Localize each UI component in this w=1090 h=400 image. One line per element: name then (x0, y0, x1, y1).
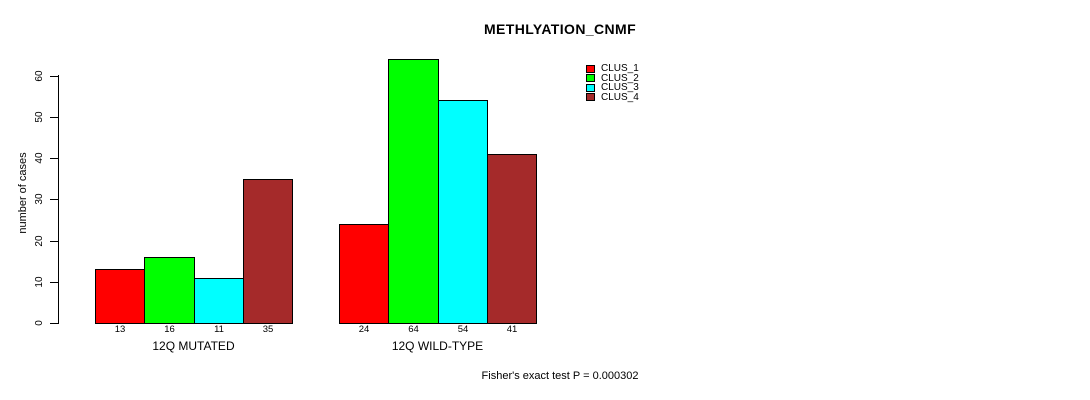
category-label-2: 12Q WILD-TYPE (391, 339, 484, 353)
y-tick-mark (50, 199, 58, 200)
legend-label: CLUS_3 (601, 82, 639, 93)
bar-clus_4-1 (243, 179, 293, 324)
chart-title: METHLYATION_CNMF (483, 21, 637, 37)
bar-value-label: 24 (358, 324, 370, 335)
y-tick-mark (50, 158, 58, 159)
bar-value-label: 11 (214, 324, 224, 335)
legend: CLUS_1 CLUS_2 CLUS_3 CLUS_4 (586, 64, 639, 102)
y-tick-label: 0 (34, 320, 45, 326)
legend-label: CLUS_4 (601, 91, 639, 103)
category-label-1: 12Q MUTATED (152, 339, 235, 353)
y-axis-line (58, 75, 59, 324)
legend-label: CLUS_1 (601, 63, 639, 74)
y-tick-label: 10 (34, 276, 45, 288)
bar-clus_4-2 (487, 154, 537, 324)
y-tick-label: 40 (34, 152, 45, 164)
legend-swatch-clus_2 (586, 74, 595, 83)
bar-value-label: 41 (506, 324, 518, 335)
legend-row-clus_3: CLUS_3 (586, 83, 639, 93)
y-axis-label: number of cases (17, 152, 29, 234)
y-tick-mark (50, 241, 58, 242)
fisher-test-note: Fisher's exact test P = 0.000302 (481, 370, 639, 382)
bar-clus_3-2 (438, 100, 488, 324)
y-tick-mark (50, 117, 58, 118)
legend-label: CLUS_2 (601, 72, 639, 84)
bar-value-label: 13 (114, 324, 126, 335)
legend-row-clus_1: CLUS_1 (586, 64, 639, 74)
bar-clus_1-1 (95, 269, 145, 324)
legend-row-clus_2: CLUS_2 (586, 72, 639, 84)
bar-clus_2-1 (144, 257, 195, 324)
y-tick-mark (50, 323, 58, 324)
y-tick-mark (50, 282, 58, 283)
y-tick-label: 20 (34, 235, 45, 247)
y-tick-label: 50 (34, 111, 45, 123)
bar-value-label: 54 (457, 324, 469, 335)
bar-clus_1-2 (339, 224, 389, 324)
bar-clus_3-1 (194, 278, 244, 324)
legend-swatch-clus_3 (586, 83, 595, 92)
bar-value-label: 64 (408, 324, 419, 335)
bar-value-label: 16 (164, 324, 175, 335)
y-tick-label: 60 (34, 70, 45, 82)
legend-row-clus_4: CLUS_4 (586, 91, 639, 103)
bar-value-label: 35 (262, 324, 274, 335)
bar-clus_2-2 (388, 59, 439, 324)
legend-swatch-clus_4 (586, 93, 595, 102)
legend-swatch-clus_1 (586, 64, 595, 73)
y-tick-label: 30 (34, 193, 45, 205)
y-tick-mark (50, 76, 58, 77)
